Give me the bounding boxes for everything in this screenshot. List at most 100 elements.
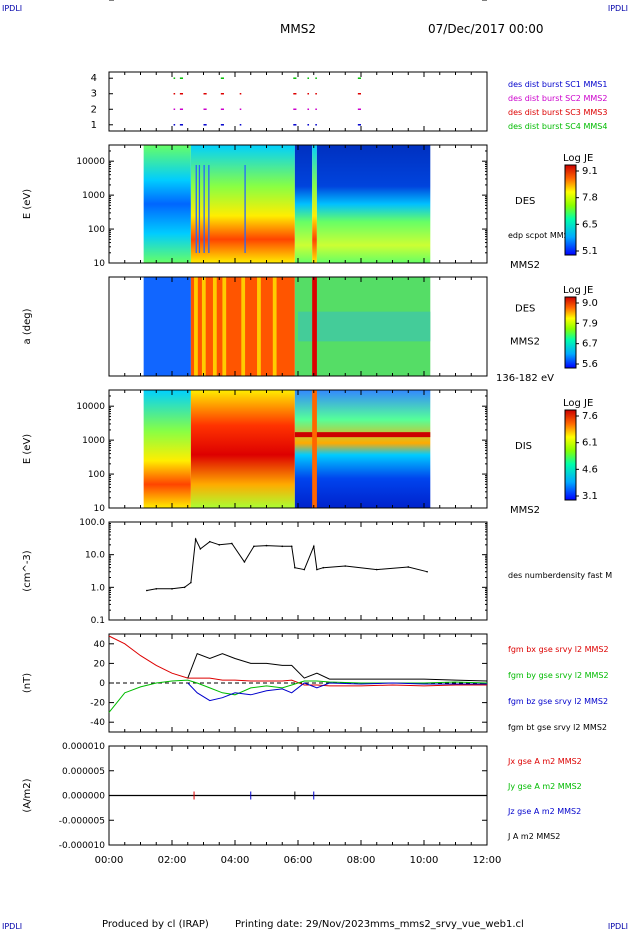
density-data-point (218, 544, 221, 546)
des_e-colorbar-tick-label: 9.1 (582, 166, 598, 177)
des_e-y-tick-label: 10 (94, 259, 106, 269)
fgm-y-tick-label: -40 (90, 718, 105, 728)
corner-top-right: IPDLI (607, 4, 628, 13)
density-data-point (194, 538, 197, 540)
fgm-series-line-by (108, 679, 488, 713)
des_a-colorbar-title: Log JE (563, 285, 593, 296)
dis_e-instrument-label: DIS (515, 441, 532, 452)
dis_e-y-tick-label: 1000 (82, 436, 105, 446)
corner-top-left: IPDLI (2, 4, 23, 13)
density-y-tick-label: 0.1 (91, 616, 105, 626)
des_e-stripe (208, 165, 210, 253)
des_e-late-region (294, 145, 313, 263)
density-data-point (155, 588, 158, 590)
des_a-stripe (201, 277, 206, 376)
density-data-point (265, 544, 268, 547)
dis_e-y-tick-label: 100 (88, 470, 105, 480)
time-axis-tick-label: 04:00 (221, 855, 250, 866)
current-legend-entry: Jx gse A m2 MMS2 (507, 757, 582, 766)
current-y-tick-label: 0.000005 (62, 767, 105, 777)
des_a-y-tick-label: 50 (94, 0, 106, 3)
burst-y-tick-label: 2 (91, 104, 97, 115)
burst-y-tick-label: 3 (91, 89, 97, 100)
des_e-instrument-label: DES (515, 196, 535, 207)
des_e-heatmap (143, 145, 431, 263)
burst-legend-entry: des dist burst SC2 MMS2 (508, 94, 607, 103)
density-frame (108, 521, 488, 621)
time-axis-tick-label: 08:00 (347, 855, 376, 866)
des_a-early-region (143, 277, 191, 376)
des_a-y-axis-label: a (deg) (22, 308, 33, 344)
dis_e-colorbar-title: Log JE (563, 398, 593, 409)
des_e-colorbar-tick-label: 6.5 (582, 219, 598, 230)
des_e-colorbar (564, 164, 577, 256)
dis_e-hot-region (190, 390, 295, 508)
density-data-point (183, 586, 186, 589)
des_a-colorbar-tick-label: 5.6 (582, 359, 598, 370)
fgm-legend-entry: fgm bx gse srvy l2 MMS2 (508, 645, 609, 654)
dis_e-early-region (143, 390, 191, 508)
des_e-stripe (203, 165, 205, 253)
current-y-tick-label: -0.000010 (59, 841, 105, 851)
fgm-legend-entry: fgm bz gse srvy l2 MMS2 (508, 697, 608, 706)
time-axis-tick-label: 00:00 (95, 855, 124, 866)
density-y-axis-label: (cm^-3) (22, 550, 33, 591)
des_a-colorbar-tick-label: 7.9 (582, 318, 598, 329)
burst-legend-entry: des dist burst SC3 MMS3 (508, 108, 607, 117)
dis_e-colorbar-tick-label: 7.6 (582, 411, 598, 422)
dis_e-colorbar-tick-label: 6.1 (582, 438, 598, 449)
des_e-y-tick-label: 100 (88, 225, 105, 235)
density-data-point (407, 566, 410, 568)
des_e-y-tick-label: 10000 (76, 157, 105, 167)
des_a-stripe (212, 277, 217, 376)
burst-legend-entry: des dist burst SC4 MMS4 (508, 122, 607, 131)
dis_e-late-region (294, 390, 431, 508)
des_e-stripe (244, 165, 246, 253)
current-y-tick-label: -0.000005 (59, 816, 105, 826)
fgm-y-axis-label: (nT) (22, 673, 33, 693)
density-legend-entry: des numberdensity fast M (508, 571, 612, 580)
fgm-legend-entry: fgm bt gse srvy l2 MMS2 (508, 723, 607, 732)
density-y-tick-label: 10.0 (85, 551, 105, 561)
des_a-stripe (241, 277, 246, 376)
des_e-stripe (195, 165, 197, 253)
current-legend-entry: Jz gse A m2 MMS2 (507, 807, 581, 816)
des_e-y-tick-label: 1000 (82, 191, 105, 201)
time-axis-tick-label: 10:00 (410, 855, 439, 866)
density-series-line (146, 537, 428, 591)
density-data-point (199, 548, 202, 550)
des_a-y-tick-label: 0 (99, 0, 105, 3)
des_e-colorbar-tick-label: 7.8 (582, 193, 598, 204)
des_e-sub-label: edp scpot MMS2 (508, 231, 574, 240)
dis_e-y-tick-label: 10000 (76, 402, 105, 412)
density-data-point (146, 589, 148, 592)
fgm-y-tick-label: 20 (94, 659, 106, 669)
des_e-crossing-region (312, 145, 317, 263)
des_e-bottom-label: MMS2 (510, 260, 540, 271)
burst-y-tick-label: 4 (91, 73, 97, 84)
density-data-point (303, 568, 306, 571)
density-y-tick-label: 100.0 (79, 518, 105, 528)
spacecraft-title: MMS2 (280, 22, 316, 36)
dis_e-colorbar (564, 409, 577, 501)
des_a-bottom-label: 136-182 eV (496, 373, 554, 384)
fgm-y-tick-label: 0 (99, 679, 105, 689)
density-data-point (231, 542, 233, 545)
current-y-tick-label: 0.000000 (62, 792, 105, 802)
des_a-colorbar (564, 296, 577, 369)
density-data-point (312, 545, 315, 548)
dis_e-bottom-label: MMS2 (510, 505, 540, 516)
dis_e-colorbar-tick-label: 3.1 (582, 491, 598, 502)
des_e-early-region (143, 145, 191, 263)
density-data-point (171, 588, 173, 590)
burst-frame (108, 71, 488, 132)
des_a-colorbar-tick-label: 9.0 (582, 298, 598, 309)
des_a-y-tick-label: 150 (88, 0, 105, 3)
des_e-stripe (198, 165, 201, 253)
des_e-late-region (316, 145, 431, 263)
density-data-point (281, 545, 284, 548)
density-data-point (426, 570, 428, 573)
des_a-stripe (257, 277, 261, 376)
